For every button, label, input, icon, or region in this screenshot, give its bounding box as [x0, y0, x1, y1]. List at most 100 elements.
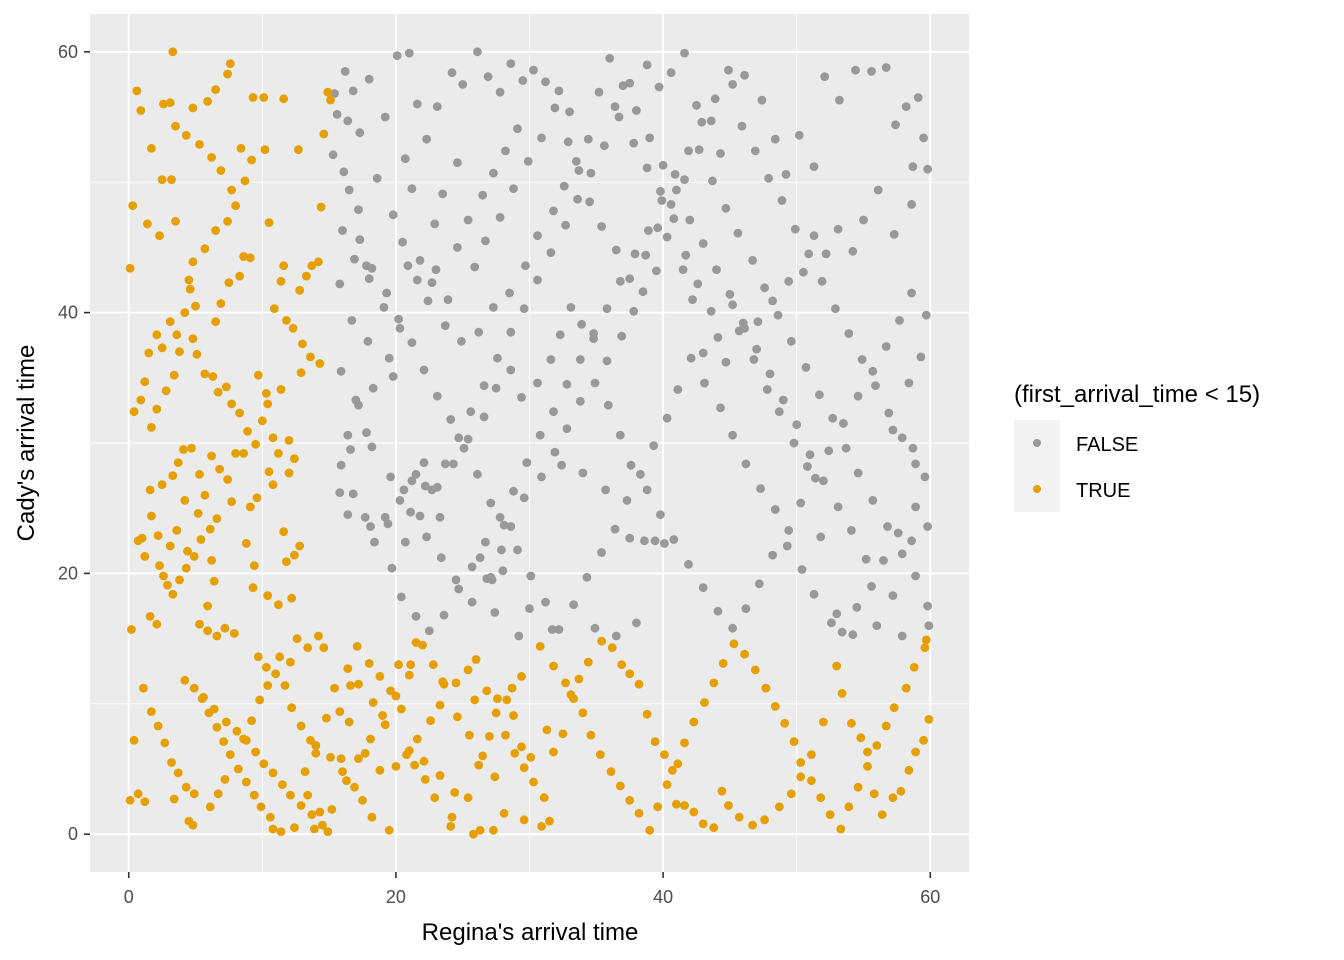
point-true: [482, 686, 492, 696]
point-true: [625, 795, 635, 805]
point-true: [920, 643, 930, 653]
point-true: [245, 502, 255, 512]
legend-key-true: [1033, 485, 1041, 493]
point-true: [256, 802, 266, 812]
point-false: [549, 407, 558, 417]
point-false: [483, 72, 493, 81]
point-true: [271, 669, 281, 679]
point-true: [519, 815, 529, 825]
point-false: [533, 275, 542, 285]
point-true: [485, 732, 494, 741]
point-false: [681, 250, 691, 260]
point-false: [506, 327, 516, 337]
point-true: [223, 475, 233, 484]
point-true: [881, 721, 891, 731]
point-true: [517, 672, 526, 681]
point-true: [680, 801, 689, 810]
point-false: [721, 357, 731, 367]
point-false: [837, 627, 847, 637]
point-true: [287, 703, 297, 713]
point-true: [248, 93, 258, 102]
point-true: [287, 593, 297, 603]
point-true: [537, 822, 546, 831]
point-false: [907, 288, 916, 298]
point-false: [773, 310, 783, 320]
point-false: [680, 175, 689, 185]
point-false: [590, 623, 600, 633]
point-true: [259, 93, 269, 102]
point-false: [741, 604, 751, 613]
point-true: [259, 759, 269, 769]
point-true: [295, 541, 305, 551]
point-false: [489, 168, 498, 178]
point-false: [332, 110, 342, 119]
point-true: [435, 771, 445, 780]
point-true: [188, 820, 198, 830]
point-false: [848, 246, 858, 256]
point-false: [694, 145, 704, 155]
point-false: [734, 326, 744, 336]
point-false: [497, 545, 506, 555]
point-false: [382, 288, 391, 298]
point-false: [355, 128, 365, 138]
point-true: [391, 691, 401, 701]
point-true: [203, 626, 213, 636]
point-false: [449, 459, 458, 469]
y-axis: 0 20 40 60: [58, 42, 90, 844]
point-true: [268, 433, 278, 443]
point-true: [350, 782, 359, 792]
point-false: [451, 575, 461, 585]
point-true: [235, 271, 245, 281]
point-false: [589, 329, 598, 338]
point-false: [498, 566, 508, 576]
point-false: [774, 407, 784, 417]
point-true: [212, 631, 222, 641]
point-false: [340, 67, 350, 76]
point-true: [502, 695, 512, 705]
point-true: [326, 95, 335, 105]
point-true: [231, 201, 241, 211]
point-true: [280, 681, 290, 690]
point-true: [125, 263, 135, 273]
point-true: [346, 681, 355, 690]
point-false: [478, 190, 488, 200]
point-true: [264, 467, 274, 477]
point-true: [157, 343, 167, 353]
point-true: [239, 734, 249, 744]
x-axis-title: Regina's arrival time: [422, 919, 639, 946]
point-false: [396, 592, 406, 602]
point-false: [395, 323, 405, 333]
point-false: [656, 510, 665, 520]
point-false: [809, 231, 819, 241]
point-false: [546, 355, 556, 364]
point-false: [336, 460, 346, 470]
point-true: [729, 639, 739, 649]
point-false: [423, 296, 433, 306]
point-false: [867, 67, 876, 76]
point-true: [205, 802, 215, 812]
point-false: [454, 584, 464, 594]
point-true: [268, 768, 278, 778]
point-false: [685, 215, 695, 225]
point-false: [440, 321, 450, 330]
point-false: [578, 468, 588, 478]
point-true: [750, 665, 760, 675]
point-false: [833, 224, 843, 234]
point-true: [889, 703, 899, 713]
point-false: [832, 609, 842, 619]
point-false: [670, 170, 680, 179]
point-true: [493, 694, 502, 703]
point-true: [136, 395, 146, 405]
point-true: [847, 718, 856, 728]
point-true: [187, 443, 196, 453]
point-false: [481, 537, 490, 547]
point-false: [466, 407, 476, 417]
point-true: [853, 782, 863, 792]
point-true: [243, 426, 253, 436]
point-false: [811, 473, 820, 483]
point-false: [459, 443, 469, 453]
point-false: [816, 532, 826, 542]
point-true: [420, 775, 430, 784]
point-true: [171, 216, 180, 226]
